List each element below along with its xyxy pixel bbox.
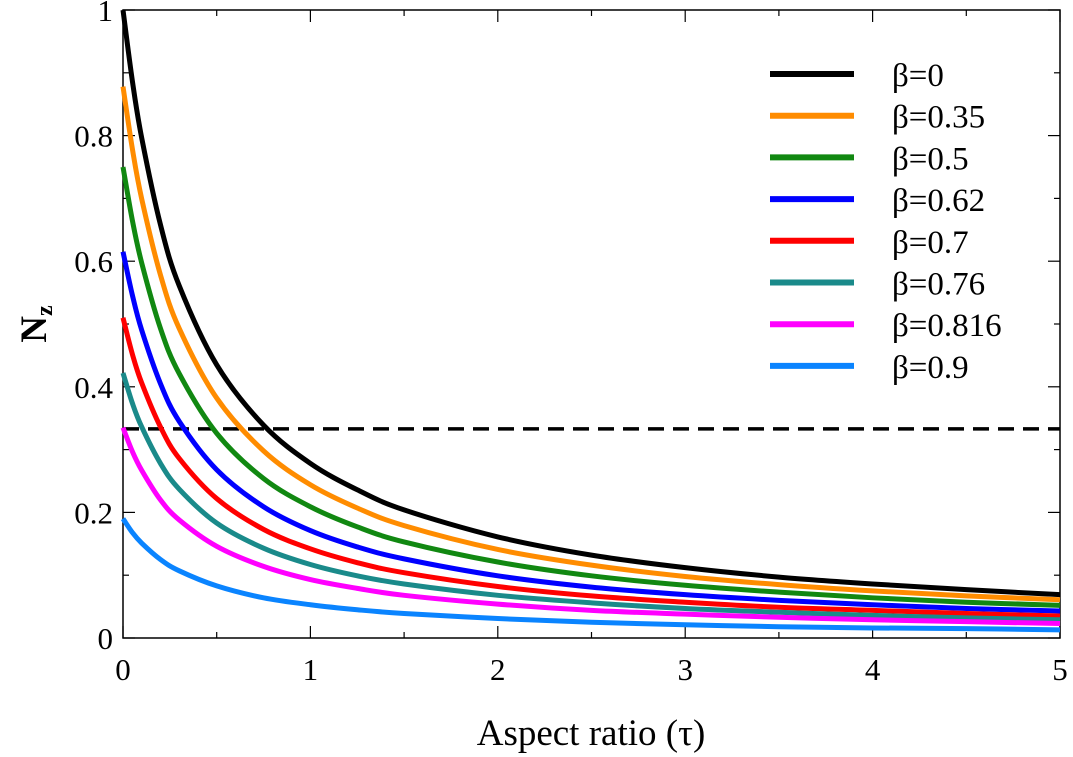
plot-area — [120, 9, 1061, 639]
x-tick-label: 2 — [490, 652, 506, 687]
axis-ticks — [122, 9, 1061, 639]
y-tick-label: 0.2 — [74, 495, 113, 530]
svg-text:Nz: Nz — [14, 305, 58, 343]
series-line-1 — [120, 86, 1061, 603]
x-axis-title: Aspect ratio (τ) — [477, 713, 706, 754]
y-tick-label: 0.4 — [74, 370, 113, 405]
series-line-4 — [120, 317, 1061, 619]
series-line-6 — [120, 426, 1061, 627]
x-tick-label: 4 — [865, 652, 881, 687]
legend-label-1: β=0.35 — [892, 100, 985, 136]
y-tick-label: 0 — [98, 621, 114, 656]
y-tick-labels: 0 0.2 0.4 0.6 0.8 1 — [74, 0, 113, 656]
y-axis-title-sub: z — [32, 305, 58, 316]
plot-frame — [122, 9, 1061, 639]
y-axis-title-main: N — [14, 316, 55, 343]
y-axis-title: Nz — [14, 305, 58, 343]
legend-label-2: β=0.5 — [892, 141, 969, 177]
x-tick-labels: 0 1 2 3 4 5 — [115, 652, 1068, 687]
legend-label-4: β=0.7 — [892, 225, 969, 261]
legend-label-3: β=0.62 — [892, 183, 985, 219]
series-line-0 — [120, 9, 1061, 598]
series-layer — [120, 9, 1061, 633]
x-tick-label: 3 — [677, 652, 693, 687]
legend-label-6: β=0.816 — [892, 308, 1002, 344]
legend-label-0: β=0 — [892, 58, 944, 94]
x-tick-label: 0 — [115, 652, 131, 687]
series-line-3 — [120, 251, 1061, 614]
x-tick-label: 1 — [303, 652, 319, 687]
series-line-5 — [120, 372, 1061, 623]
series-line-2 — [120, 166, 1061, 608]
legend-label-7: β=0.9 — [892, 350, 969, 386]
y-tick-label: 0.8 — [74, 119, 113, 154]
legend: β=0 β=0.35 β=0.5 β=0.62 β=0.7 β=0.76 β=0.816 β=… — [770, 58, 1002, 386]
legend-label-5: β=0.76 — [892, 267, 985, 303]
x-tick-label: 5 — [1052, 652, 1068, 687]
series-line-7 — [120, 517, 1061, 633]
y-tick-label: 1 — [98, 0, 114, 28]
y-tick-label: 0.6 — [74, 244, 113, 279]
